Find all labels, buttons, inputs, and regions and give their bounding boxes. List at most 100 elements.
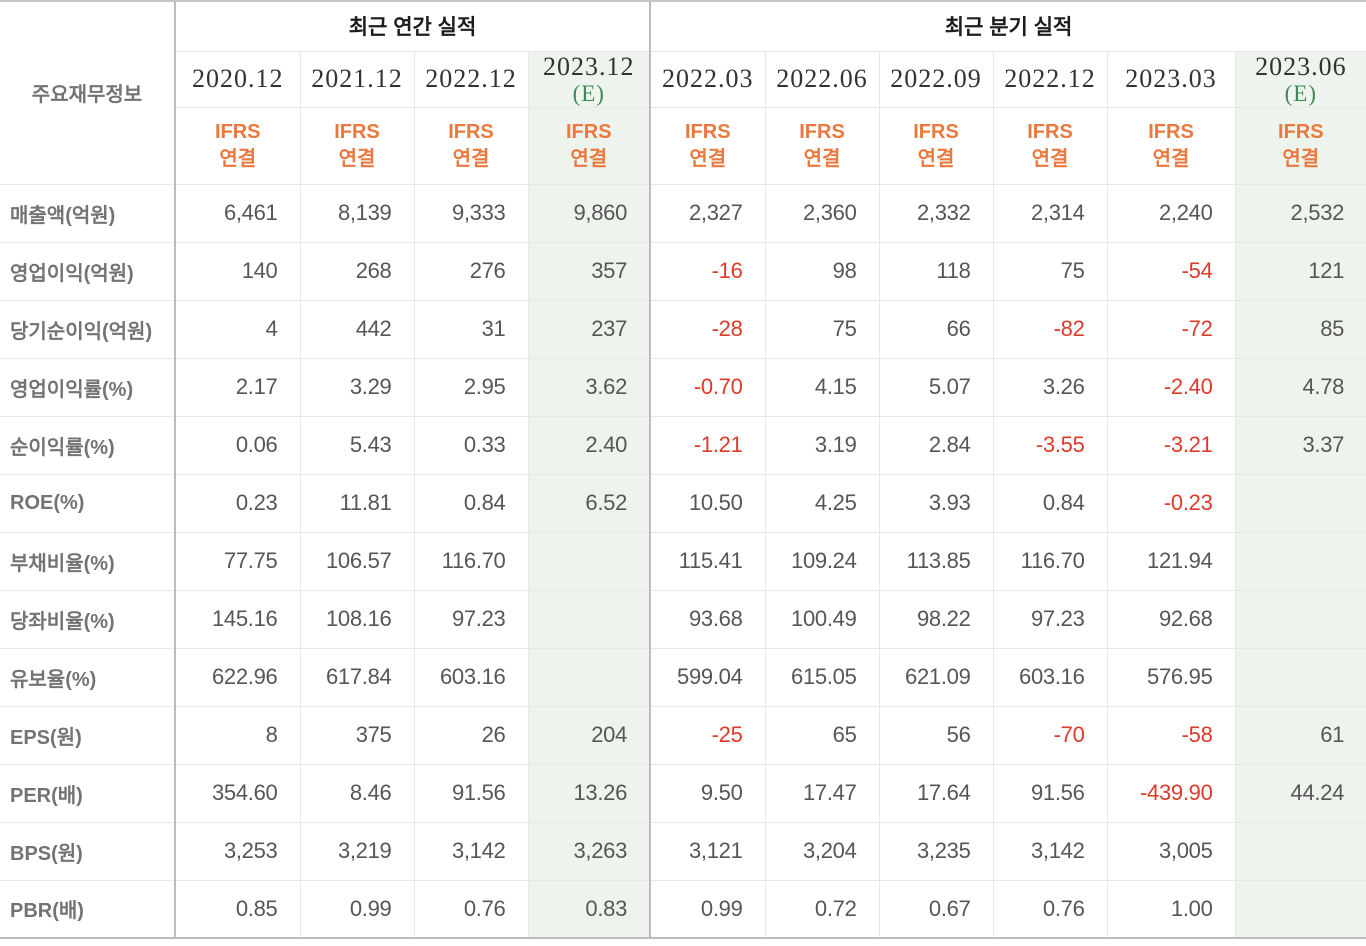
metric-value-cell: 121.94 xyxy=(1106,531,1236,591)
accounting-standard-header: IFRS 연결 xyxy=(1106,106,1236,185)
metric-value-cell: 4.15 xyxy=(764,357,880,417)
table-row: 매출액(억원) 6,461 8,139 9,333 9,860 2,327 2,360 2,3… xyxy=(0,183,1366,243)
table-row: ROE(%) 0.23 11.81 0.84 6.52 10.50 4.25 3.93 0.84… xyxy=(0,473,1366,533)
period-label: 2022.12 xyxy=(425,64,517,93)
table-body: 매출액(억원) 6,461 8,139 9,333 9,860 2,327 2,360 2,3… xyxy=(0,183,1366,939)
metric-value-cell: 6,461 xyxy=(174,183,301,243)
metric-row-label: EPS(원) xyxy=(0,705,176,765)
metric-value-cell: 3,142 xyxy=(992,821,1108,881)
metric-value-cell: 576.95 xyxy=(1106,647,1236,707)
standard-label: IFRS xyxy=(334,120,380,143)
metric-value-cell: 118 xyxy=(878,241,994,301)
metric-value-cell: 0.83 xyxy=(527,879,651,939)
metric-value-cell: 98 xyxy=(764,241,880,301)
metric-value-cell: 9,860 xyxy=(527,183,651,243)
metric-value-cell: 2,360 xyxy=(764,183,880,243)
metric-value-cell: -70 xyxy=(992,705,1108,765)
metric-value-cell: -58 xyxy=(1106,705,1236,765)
metric-value-cell: 8.46 xyxy=(299,763,415,823)
metric-value-cell: 0.99 xyxy=(649,879,766,939)
metric-value-cell: 0.06 xyxy=(174,415,301,475)
accounting-standard-header: IFRS 연결 xyxy=(527,106,651,185)
metric-value-cell: 2,327 xyxy=(649,183,766,243)
metric-value-cell: 8,139 xyxy=(299,183,415,243)
metric-value-cell: 2.84 xyxy=(878,415,994,475)
metric-value-cell: 3.29 xyxy=(299,357,415,417)
accounting-standard-header: IFRS 연결 xyxy=(174,106,301,185)
metric-value-cell: -0.23 xyxy=(1106,473,1236,533)
metric-value-cell: 108.16 xyxy=(299,589,415,649)
metric-value-cell: 56 xyxy=(878,705,994,765)
metric-row-label: 순이익률(%) xyxy=(0,415,176,475)
metric-value-cell: 2,314 xyxy=(992,183,1108,243)
metric-value-cell xyxy=(1234,531,1366,591)
metric-value-cell: -54 xyxy=(1106,241,1236,301)
metric-value-cell: 4.78 xyxy=(1234,357,1366,417)
metric-row-label: 매출액(억원) xyxy=(0,183,176,243)
metric-value-cell: 109.24 xyxy=(764,531,880,591)
metric-value-cell: 4.25 xyxy=(764,473,880,533)
metric-value-cell: 3,263 xyxy=(527,821,651,881)
metric-value-cell: 204 xyxy=(527,705,651,765)
metric-value-cell: 85 xyxy=(1234,299,1366,359)
scope-label: 연결 xyxy=(1282,147,1320,170)
metric-value-cell xyxy=(1234,879,1366,939)
metric-value-cell: 115.41 xyxy=(649,531,766,591)
period-header: 2023.06 (E) xyxy=(1234,50,1366,108)
metric-value-cell: 98.22 xyxy=(878,589,994,649)
metric-row-label: 유보율(%) xyxy=(0,647,176,707)
metric-value-cell: 116.70 xyxy=(992,531,1108,591)
metric-row-label: 당좌비율(%) xyxy=(0,589,176,649)
metric-value-cell xyxy=(1234,473,1366,533)
metric-value-cell: 3,005 xyxy=(1106,821,1236,881)
metric-value-cell: 0.84 xyxy=(992,473,1108,533)
standard-label: IFRS xyxy=(1278,120,1324,143)
metric-value-cell: -3.21 xyxy=(1106,415,1236,475)
period-header: 2022.03 xyxy=(649,50,766,108)
period-label: 2021.12 xyxy=(311,64,403,93)
metric-value-cell xyxy=(1234,821,1366,881)
scope-label: 연결 xyxy=(570,147,608,170)
metric-value-cell: 75 xyxy=(992,241,1108,301)
metric-value-cell: 97.23 xyxy=(992,589,1108,649)
metric-value-cell: 91.56 xyxy=(992,763,1108,823)
metric-value-cell: -0.70 xyxy=(649,357,766,417)
metric-value-cell: 2.40 xyxy=(527,415,651,475)
table-row: 당기순이익(억원) 4 442 31 237 -28 75 66 -82 -72 85 xyxy=(0,299,1366,359)
metric-value-cell: 3.62 xyxy=(527,357,651,417)
standard-label: IFRS xyxy=(448,120,494,143)
metric-value-cell: 145.16 xyxy=(174,589,301,649)
metric-value-cell: 442 xyxy=(299,299,415,359)
metric-value-cell: 354.60 xyxy=(174,763,301,823)
metric-value-cell: 3,235 xyxy=(878,821,994,881)
metric-row-label: 부채비율(%) xyxy=(0,531,176,591)
table-row: 영업이익률(%) 2.17 3.29 2.95 3.62 -0.70 4.15 5.07 3.2… xyxy=(0,357,1366,417)
metric-value-cell: 1.00 xyxy=(1106,879,1236,939)
metric-value-cell: 3,219 xyxy=(299,821,415,881)
metric-value-cell: 106.57 xyxy=(299,531,415,591)
metric-value-cell: 2.95 xyxy=(413,357,529,417)
period-header: 2022.06 xyxy=(764,50,880,108)
metric-value-cell: 3,121 xyxy=(649,821,766,881)
metric-value-cell: 44.24 xyxy=(1234,763,1366,823)
metric-value-cell: -16 xyxy=(649,241,766,301)
table-row: 순이익률(%) 0.06 5.43 0.33 2.40 -1.21 3.19 2.84 -3.5… xyxy=(0,415,1366,475)
scope-label: 연결 xyxy=(689,147,727,170)
metric-value-cell: 31 xyxy=(413,299,529,359)
metric-value-cell: 8 xyxy=(174,705,301,765)
metric-value-cell: 599.04 xyxy=(649,647,766,707)
metric-value-cell: 13.26 xyxy=(527,763,651,823)
metric-value-cell: 2.17 xyxy=(174,357,301,417)
period-label: 2020.12 xyxy=(192,64,284,93)
metric-value-cell: 77.75 xyxy=(174,531,301,591)
section-header-quarterly: 최근 분기 실적 xyxy=(649,0,1366,52)
scope-label: 연결 xyxy=(452,147,490,170)
scope-label: 연결 xyxy=(803,147,841,170)
metric-value-cell: 17.64 xyxy=(878,763,994,823)
metric-value-cell: -2.40 xyxy=(1106,357,1236,417)
period-label: 2023.06 xyxy=(1255,51,1347,81)
metric-value-cell: 92.68 xyxy=(1106,589,1236,649)
metric-value-cell: 3,142 xyxy=(413,821,529,881)
metric-value-cell: 237 xyxy=(527,299,651,359)
table-row: 당좌비율(%) 145.16 108.16 97.23 93.68 100.49 98.22… xyxy=(0,589,1366,649)
